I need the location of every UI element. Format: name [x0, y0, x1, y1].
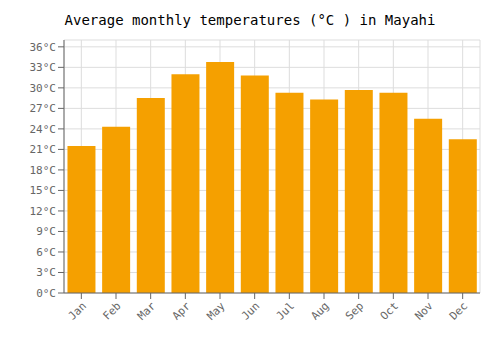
- svg-text:6°C: 6°C: [36, 246, 56, 259]
- svg-text:33°C: 33°C: [30, 61, 57, 74]
- svg-text:30°C: 30°C: [30, 82, 57, 95]
- svg-text:12°C: 12°C: [30, 205, 57, 218]
- svg-text:9°C: 9°C: [36, 225, 56, 238]
- svg-text:Jul: Jul: [274, 299, 297, 322]
- svg-text:Jun: Jun: [239, 299, 262, 322]
- svg-text:Sep: Sep: [343, 299, 366, 322]
- svg-text:18°C: 18°C: [30, 164, 57, 177]
- svg-text:15°C: 15°C: [30, 184, 57, 197]
- svg-text:24°C: 24°C: [30, 123, 57, 136]
- svg-text:Mar: Mar: [135, 299, 159, 323]
- svg-text:Jan: Jan: [66, 299, 89, 322]
- svg-text:3°C: 3°C: [36, 266, 56, 279]
- svg-text:27°C: 27°C: [30, 102, 57, 115]
- svg-text:Aug: Aug: [308, 299, 331, 322]
- svg-text:21°C: 21°C: [30, 143, 57, 156]
- svg-text:Nov: Nov: [412, 299, 436, 323]
- svg-text:Apr: Apr: [170, 299, 194, 323]
- svg-text:0°C: 0°C: [36, 287, 56, 300]
- svg-text:Dec: Dec: [447, 299, 470, 322]
- svg-text:May: May: [204, 299, 228, 323]
- svg-text:Feb: Feb: [100, 299, 123, 322]
- svg-text:Oct: Oct: [378, 299, 401, 322]
- svg-text:36°C: 36°C: [30, 41, 57, 54]
- html-text:Average monthly temperatures (: Average monthly temperatures (°C ) in Ma…: [64, 12, 436, 28]
